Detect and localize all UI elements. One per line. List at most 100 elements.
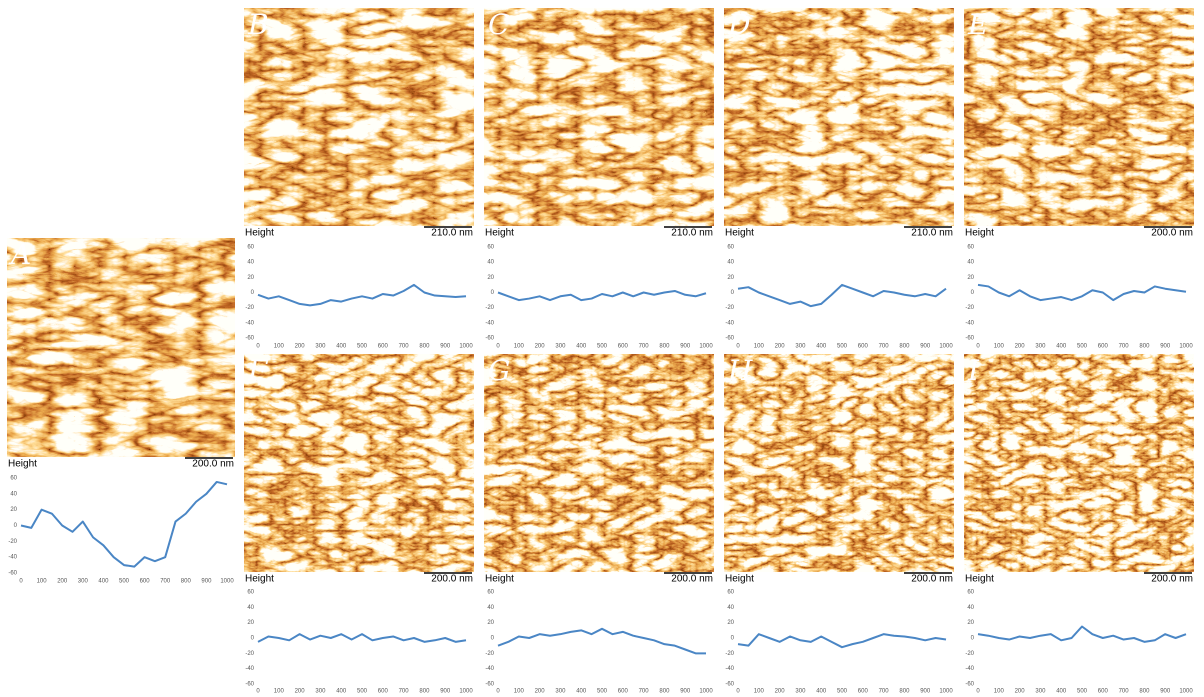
profile-line (737, 633, 947, 649)
profile-line (977, 625, 1187, 643)
scale-bar-label: 210.0 nm (911, 228, 953, 239)
y-tick-label: 60 (247, 245, 254, 251)
y-tick-label: 20 (967, 620, 974, 626)
x-tick-label: 1000 (459, 689, 473, 695)
x-tick-label: 1000 (699, 689, 713, 695)
panel-letter: A (8, 238, 31, 271)
x-tick-label: 300 (1035, 689, 1046, 695)
panel-letter: H (727, 354, 753, 387)
afm-image (964, 354, 1194, 572)
x-tick-label: 200 (1015, 689, 1026, 695)
panel-letter: E (967, 8, 988, 41)
x-tick-label: 900 (440, 689, 451, 695)
x-tick-label: 800 (899, 344, 910, 350)
panel-letter: D (727, 8, 750, 41)
y-tick-label: 20 (10, 507, 17, 513)
y-tick-label: 60 (967, 245, 974, 251)
scale-bar-label: 210.0 nm (431, 228, 473, 239)
scale-bar-label: 200.0 nm (1151, 228, 1193, 239)
y-tick-label: -20 (485, 651, 494, 657)
x-tick-label: 600 (618, 344, 629, 350)
y-tick-label: -20 (8, 539, 17, 545)
scale-bar-label: 200.0 nm (911, 574, 953, 585)
x-tick-label: 100 (754, 689, 765, 695)
panel-letter: C (488, 8, 509, 41)
x-tick-label: 300 (315, 344, 326, 350)
x-tick-label: 500 (1077, 344, 1088, 350)
y-tick-label: 0 (731, 636, 735, 642)
x-tick-label: 500 (119, 579, 130, 585)
y-tick-label: -40 (725, 666, 734, 672)
y-tick-label: -40 (8, 555, 17, 561)
afm-image (484, 8, 714, 226)
x-tick-label: 500 (357, 344, 368, 350)
x-tick-label: 500 (1077, 689, 1088, 695)
x-tick-label: 300 (78, 579, 89, 585)
x-tick-label: 600 (378, 689, 389, 695)
y-tick-label: 20 (727, 275, 734, 281)
y-tick-label: 60 (727, 590, 734, 596)
y-tick-label: 60 (727, 245, 734, 251)
y-tick-label: -20 (485, 305, 494, 311)
x-tick-label: 400 (336, 689, 347, 695)
y-tick-label: 40 (727, 260, 734, 266)
image-label: Height (725, 574, 754, 585)
y-tick-label: -20 (245, 305, 254, 311)
x-tick-label: 100 (994, 344, 1005, 350)
y-tick-label: 40 (967, 605, 974, 611)
x-tick-label: 700 (1119, 344, 1130, 350)
afm-image (724, 8, 954, 226)
x-tick-label: 100 (514, 344, 525, 350)
y-tick-label: -20 (725, 305, 734, 311)
y-tick-label: -40 (245, 320, 254, 326)
x-tick-label: 400 (816, 344, 827, 350)
y-tick-label: -20 (965, 305, 974, 311)
afm-image (724, 354, 954, 572)
x-tick-label: 400 (98, 579, 109, 585)
afm-image (964, 8, 1194, 226)
profile-line (20, 480, 228, 568)
x-tick-label: 200 (295, 689, 306, 695)
x-tick-label: 400 (816, 689, 827, 695)
image-label: Height (725, 228, 754, 239)
x-tick-label: 600 (140, 579, 151, 585)
y-tick-label: -20 (725, 651, 734, 657)
y-tick-label: -40 (485, 666, 494, 672)
profile-line (497, 289, 707, 302)
y-tick-label: 0 (14, 523, 18, 529)
y-tick-label: -40 (965, 666, 974, 672)
x-tick-label: 900 (1160, 689, 1171, 695)
scale-bar-label: 200.0 nm (671, 574, 713, 585)
x-tick-label: 100 (514, 689, 525, 695)
y-tick-label: 60 (10, 476, 17, 482)
x-tick-label: 0 (976, 689, 980, 695)
x-tick-label: 800 (659, 689, 670, 695)
x-tick-label: 0 (19, 579, 23, 585)
y-tick-label: 40 (247, 260, 254, 266)
panel-letter: F (247, 354, 269, 387)
y-tick-label: -60 (245, 336, 254, 342)
x-tick-label: 600 (858, 689, 869, 695)
x-tick-label: 500 (357, 689, 368, 695)
x-tick-label: 0 (976, 344, 980, 350)
y-tick-label: 20 (727, 620, 734, 626)
y-tick-label: -60 (965, 682, 974, 688)
scale-bar-label: 210.0 nm (671, 228, 713, 239)
profile-line (257, 633, 467, 643)
x-tick-label: 800 (181, 579, 192, 585)
y-tick-label: 60 (967, 590, 974, 596)
x-tick-label: 1000 (1179, 689, 1193, 695)
profile-line (977, 283, 1187, 302)
x-tick-label: 300 (795, 689, 806, 695)
x-tick-label: 200 (295, 344, 306, 350)
x-tick-label: 600 (858, 344, 869, 350)
y-tick-label: 0 (491, 290, 495, 296)
afm-image (484, 354, 714, 572)
x-tick-label: 800 (899, 689, 910, 695)
x-tick-label: 200 (535, 689, 546, 695)
x-tick-label: 300 (1035, 344, 1046, 350)
x-tick-label: 500 (837, 689, 848, 695)
image-label: Height (485, 574, 514, 585)
